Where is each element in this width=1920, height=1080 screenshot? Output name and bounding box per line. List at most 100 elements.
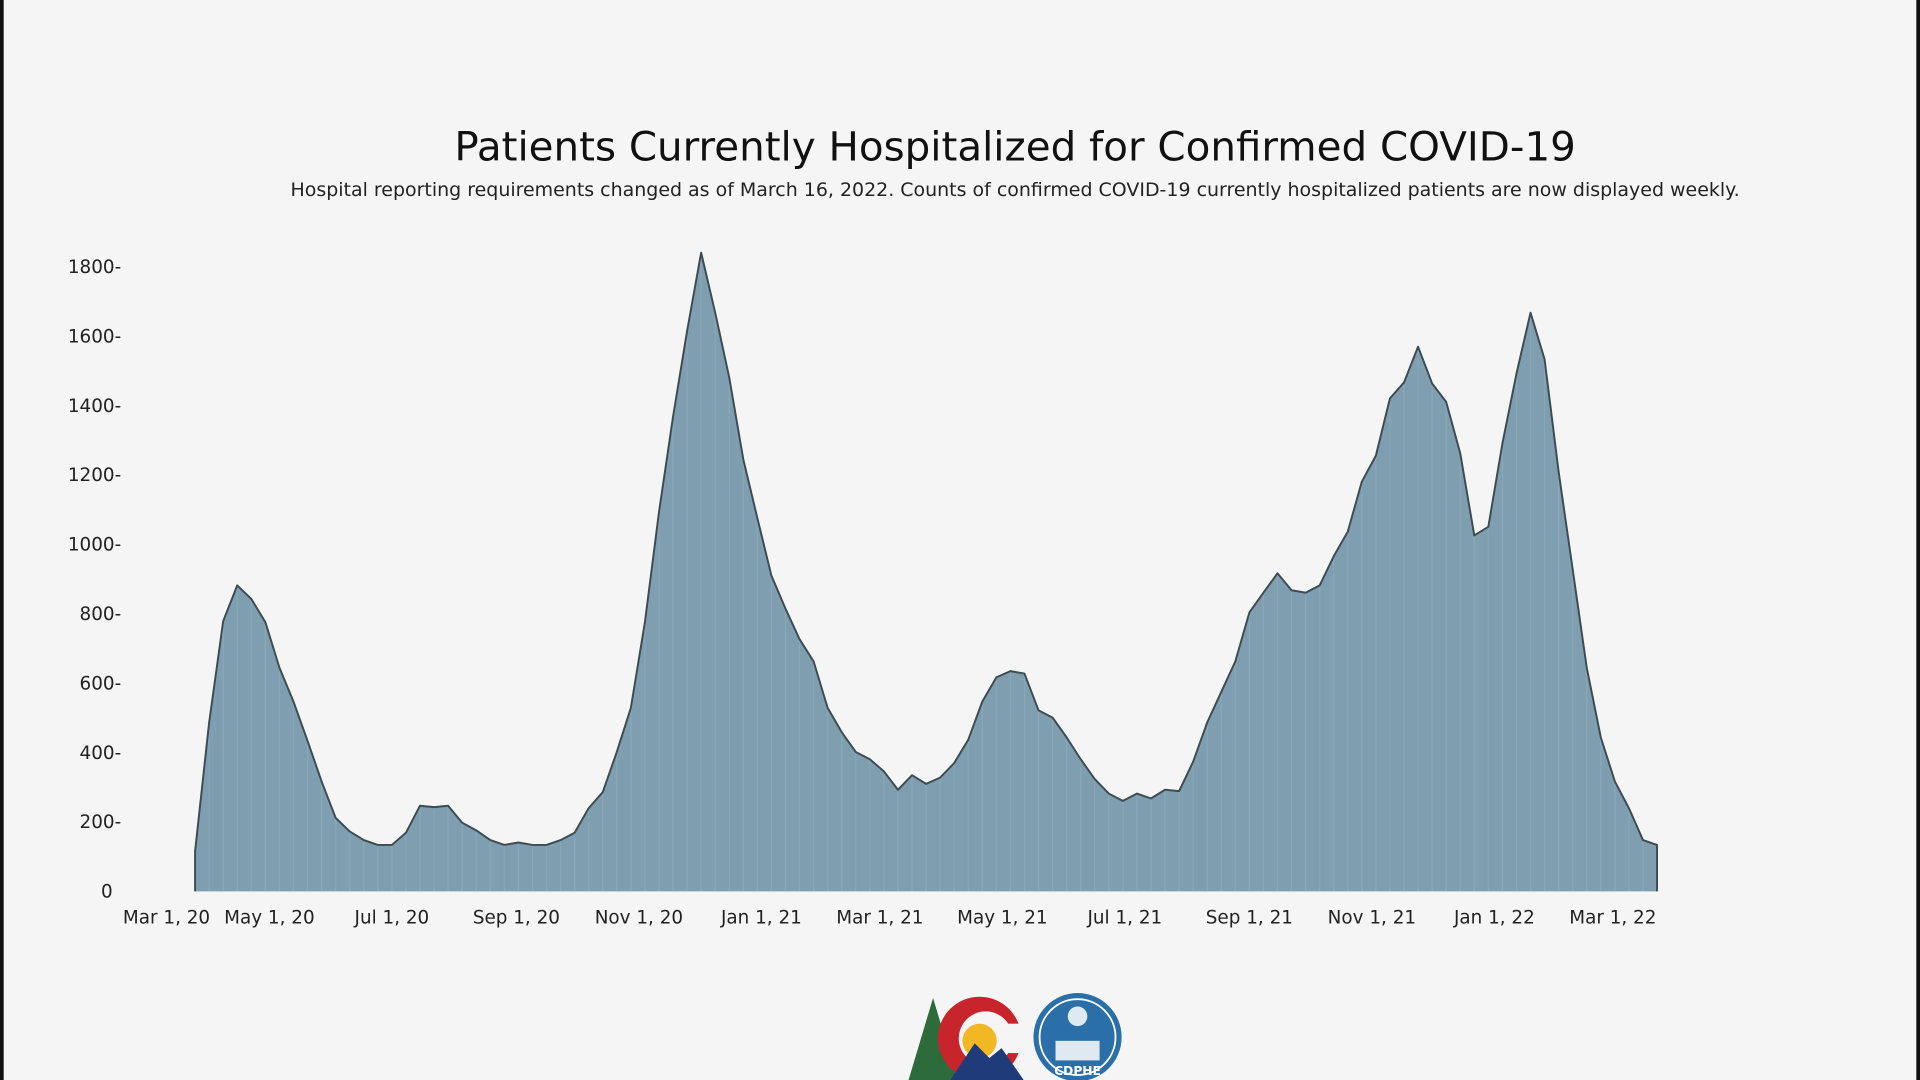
data-point[interactable] [1427, 379, 1437, 389]
data-point[interactable] [626, 703, 636, 713]
data-point[interactable] [1596, 732, 1606, 742]
data-point[interactable] [1469, 531, 1479, 541]
data-point[interactable] [1385, 394, 1395, 404]
data-point[interactable] [556, 835, 566, 845]
data-point[interactable] [865, 754, 875, 764]
data-point[interactable] [415, 801, 425, 811]
data-point[interactable] [1610, 777, 1620, 787]
data-point[interactable] [1512, 369, 1522, 379]
data-point[interactable] [640, 617, 650, 627]
data-point[interactable] [429, 802, 439, 812]
data-point[interactable] [1006, 666, 1016, 676]
data-point[interactable] [1146, 794, 1156, 804]
data-point[interactable] [668, 412, 678, 422]
data-point[interactable] [289, 697, 299, 707]
data-point[interactable] [795, 634, 805, 644]
data-point[interactable] [710, 308, 720, 318]
data-point[interactable] [1020, 669, 1030, 679]
data-point[interactable] [1048, 713, 1058, 723]
data-point[interactable] [977, 697, 987, 707]
data-point[interactable] [851, 747, 861, 757]
data-point[interactable] [1526, 308, 1536, 318]
data-point[interactable] [1188, 757, 1198, 767]
data-point[interactable] [204, 718, 214, 728]
data-point[interactable] [1104, 789, 1114, 799]
data-point[interactable] [935, 773, 945, 783]
data-point[interactable] [1062, 732, 1072, 742]
data-point[interactable] [1132, 789, 1142, 799]
data-point[interactable] [359, 835, 369, 845]
data-point[interactable] [1498, 439, 1508, 449]
data-point[interactable] [1399, 378, 1409, 388]
data-point[interactable] [1259, 588, 1269, 598]
data-point[interactable] [781, 604, 791, 614]
data-point[interactable] [345, 827, 355, 837]
data-point[interactable] [612, 747, 622, 757]
data-point[interactable] [1202, 718, 1212, 728]
data-point[interactable] [921, 779, 931, 789]
data-point[interactable] [1118, 796, 1128, 806]
data-point[interactable] [1090, 774, 1100, 784]
data-point[interactable] [837, 727, 847, 737]
data-point[interactable] [246, 594, 256, 604]
data-point[interactable] [1160, 785, 1170, 795]
data-point[interactable] [1244, 608, 1254, 618]
data-point[interactable] [1638, 835, 1648, 845]
data-point[interactable] [1301, 588, 1311, 598]
data-point[interactable] [1624, 803, 1634, 813]
data-point[interactable] [1568, 565, 1578, 575]
data-point[interactable] [1455, 448, 1465, 458]
data-point[interactable] [893, 785, 903, 795]
data-point[interactable] [401, 828, 411, 838]
data-point[interactable] [1315, 581, 1325, 591]
data-point[interactable] [1413, 342, 1423, 352]
data-point[interactable] [260, 617, 270, 627]
data-point[interactable] [738, 455, 748, 465]
data-point[interactable] [275, 663, 285, 673]
data-point[interactable] [1554, 467, 1564, 477]
data-point[interactable] [471, 825, 481, 835]
data-point[interactable] [682, 326, 692, 336]
data-point[interactable] [303, 736, 313, 746]
data-point[interactable] [232, 581, 242, 591]
data-point[interactable] [1371, 451, 1381, 461]
data-point[interactable] [1174, 786, 1184, 796]
data-point[interactable] [1652, 840, 1662, 850]
data-point[interactable] [1483, 522, 1493, 532]
data-point[interactable] [1034, 705, 1044, 715]
data-point[interactable] [696, 248, 706, 258]
data-point[interactable] [373, 840, 383, 850]
data-point[interactable] [598, 787, 608, 797]
data-point[interactable] [1230, 656, 1240, 666]
data-point[interactable] [1329, 551, 1339, 561]
data-point[interactable] [654, 507, 664, 517]
data-point[interactable] [499, 840, 509, 850]
data-point[interactable] [963, 735, 973, 745]
data-point[interactable] [991, 672, 1001, 682]
data-point[interactable] [724, 373, 734, 383]
data-point[interactable] [949, 758, 959, 768]
data-point[interactable] [1216, 687, 1226, 697]
data-point[interactable] [809, 656, 819, 666]
data-point[interactable] [570, 828, 580, 838]
data-point[interactable] [542, 840, 552, 850]
data-point[interactable] [767, 571, 777, 581]
data-point[interactable] [1540, 354, 1550, 364]
data-point[interactable] [907, 770, 917, 780]
data-point[interactable] [443, 801, 453, 811]
data-point[interactable] [387, 840, 397, 850]
data-point[interactable] [879, 766, 889, 776]
data-point[interactable] [1273, 568, 1283, 578]
data-point[interactable] [528, 840, 538, 850]
data-point[interactable] [1441, 397, 1451, 407]
data-point[interactable] [1357, 477, 1367, 487]
data-point[interactable] [190, 846, 200, 856]
data-point[interactable] [1582, 663, 1592, 673]
data-point[interactable] [1287, 585, 1297, 595]
data-point[interactable] [457, 818, 467, 828]
data-point[interactable] [823, 703, 833, 713]
data-point[interactable] [485, 835, 495, 845]
data-point[interactable] [331, 813, 341, 823]
data-point[interactable] [752, 513, 762, 523]
data-point[interactable] [1343, 527, 1353, 537]
